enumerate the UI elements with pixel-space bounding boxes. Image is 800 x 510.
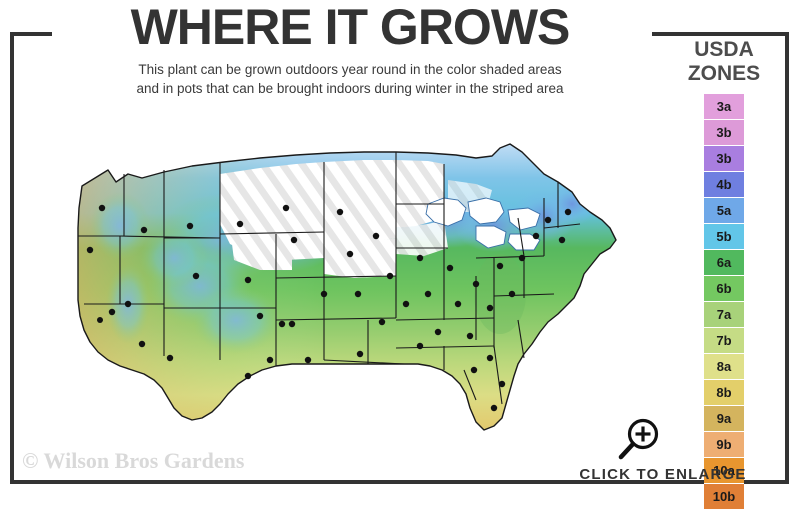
legend-swatch-9a-12: 9a: [704, 406, 744, 432]
title-border-gap: [52, 18, 652, 48]
legend-title-line-1: USDA: [694, 38, 754, 61]
striped-indoor-region: [220, 160, 492, 278]
usda-hardiness-map[interactable]: [24, 108, 654, 458]
legend-swatch-list: 3a 3b 3b 4b 5a 5b 6a 6b 7a 7b 8a 8b 9a 9b 10a 10b: [704, 94, 744, 510]
legend-swatch-3a-0: 3a: [704, 94, 744, 120]
subtitle: This plant can be grown outdoors year ro…: [40, 60, 660, 98]
legend-title-line-2: ZONES: [687, 62, 761, 85]
state-boundaries: [77, 143, 617, 431]
subtitle-line-1: This plant can be grown outdoors year ro…: [138, 62, 562, 77]
legend-swatch-6b-7: 6b: [704, 276, 744, 302]
legend-swatch-8b-11: 8b: [704, 380, 744, 406]
usda-zones-legend: USDA ZONES 3a 3b 3b 4b 5a 5b 6a 6b 7a 7b 8a 8b 9a 9b 1…: [668, 38, 780, 510]
legend-swatch-8a-10: 8a: [704, 354, 744, 380]
subtitle-line-2: and in pots that can be brought indoors …: [136, 81, 564, 96]
legend-swatch-10b-15: 10b: [704, 484, 744, 510]
legend-swatch-3b-2: 3b: [704, 146, 744, 172]
click-to-enlarge-label[interactable]: CLICK TO ENLARGE: [579, 466, 747, 483]
legend-swatch-7a-8: 7a: [704, 302, 744, 328]
page-title: WHERE IT GROWS: [130, 0, 571, 55]
legend-swatch-9b-13: 9b: [704, 432, 744, 458]
legend-swatch-3b-1: 3b: [704, 120, 744, 146]
magnifier-plus-icon[interactable]: [616, 416, 664, 464]
legend-swatch-10a-14: 10a: [704, 458, 744, 484]
great-lakes: [425, 197, 541, 251]
watermark: © Wilson Bros Gardens: [22, 448, 245, 473]
legend-title: USDA ZONES: [668, 38, 780, 86]
legend-swatch-7b-9: 7b: [704, 328, 744, 354]
map-color-field: [78, 144, 616, 430]
legend-swatch-6a-6: 6a: [704, 250, 744, 276]
legend-swatch-4b-3: 4b: [704, 172, 744, 198]
legend-swatch-5a-4: 5a: [704, 198, 744, 224]
legend-swatch-5b-5: 5b: [704, 224, 744, 250]
city-dots: [86, 204, 572, 412]
